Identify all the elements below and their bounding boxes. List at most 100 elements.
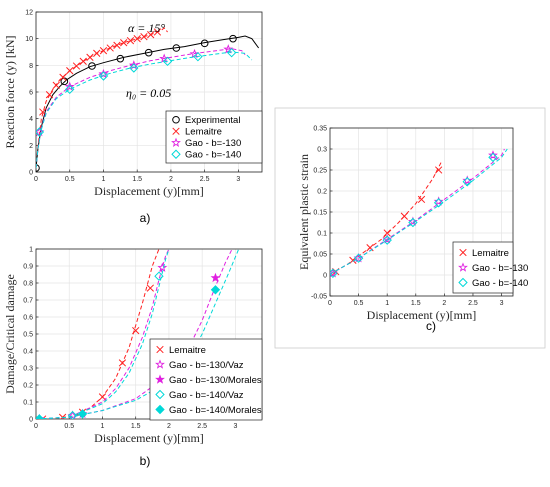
legend-box [452, 241, 514, 294]
data-point [433, 198, 444, 208]
legend-label: Lemaitre [185, 127, 222, 138]
data-point [229, 34, 237, 43]
y-tick-label: 0.9 [23, 264, 33, 271]
y-tick-label: 8 [29, 63, 33, 70]
data-point [77, 409, 88, 419]
x-tick-label: 1 [385, 300, 389, 307]
y-tick-label: 0 [323, 273, 327, 280]
x-tick-label: 1 [101, 423, 105, 430]
data-point [382, 235, 392, 245]
annotation: α = 15° [128, 21, 165, 35]
panel-frame-c [274, 107, 546, 349]
legend-marker [155, 374, 165, 384]
data-point [226, 47, 237, 58]
legend-label: Lemaitre [472, 248, 509, 259]
x-tick-label: 0.5 [64, 423, 74, 430]
legend-label: Gao - b=-140/Vaz [169, 390, 244, 401]
data-point [157, 262, 168, 272]
data-point [488, 152, 498, 163]
data-point [64, 81, 75, 91]
series-line [36, 51, 253, 169]
data-point [116, 54, 125, 63]
y-tick-label: 10 [25, 36, 33, 43]
data-point [223, 44, 234, 54]
data-point [462, 177, 472, 187]
data-point [146, 284, 154, 292]
data-point [383, 229, 391, 237]
series-line [36, 249, 233, 419]
data-point [400, 212, 408, 220]
x-tick-label: 0 [34, 176, 38, 183]
series-group-b [36, 249, 240, 419]
legend-marker [156, 345, 164, 354]
x-tick-label: 0 [328, 300, 332, 307]
series-group-c [330, 148, 508, 279]
data-point [200, 39, 209, 48]
data-point [144, 48, 153, 57]
y-tick-label: 0.05 [313, 252, 327, 259]
legend-label: Gao - b=-140/Morales [169, 405, 262, 416]
y-tick-label: 6 [29, 90, 33, 97]
y-tick-label: 0.35 [313, 126, 327, 133]
y-axis-label: Equivalent plastic strain [297, 154, 311, 270]
data-point [106, 44, 114, 52]
data-point [488, 150, 498, 160]
y-tick-label: 0.2 [317, 189, 327, 196]
y-tick-label: -0.05 [311, 294, 327, 301]
panel-caption: c) [426, 319, 436, 333]
data-point [154, 271, 164, 281]
y-tick-label: 12 [25, 10, 33, 17]
x-tick-label: 1 [102, 176, 106, 183]
data-point [120, 39, 128, 47]
legend-marker [458, 277, 468, 288]
data-point [45, 91, 54, 99]
x-tick-label: 2 [167, 423, 171, 430]
y-tick-label: 2 [29, 143, 33, 150]
y-tick-label: 0.6 [23, 315, 33, 322]
panel-caption: b) [140, 454, 151, 468]
data-point [382, 234, 393, 244]
chart-a: 0 0.5 1 1.5 2 2.5 3 0 2 4 6 8 10 12 Displacement (y)[m… [3, 10, 263, 225]
data-point [408, 217, 418, 228]
data-point [462, 175, 473, 185]
data-point [67, 410, 78, 419]
y-tick-label: 1 [29, 247, 33, 254]
legend-marker [458, 262, 468, 272]
data-point [118, 359, 127, 367]
y-tick-label: 0.3 [23, 366, 33, 373]
y-tick-label: 0.15 [313, 210, 327, 217]
data-point [113, 41, 121, 49]
data-point [353, 253, 364, 263]
data-point [86, 53, 94, 61]
data-point [407, 216, 418, 226]
data-point [133, 35, 141, 43]
x-tick-label: 0.5 [65, 176, 75, 183]
data-point [126, 37, 135, 45]
data-point [210, 285, 221, 295]
x-tick-label: 0 [34, 423, 38, 430]
data-point [39, 108, 47, 116]
chart-c: 0 0.5 1 1.5 2 2.5 3-0.0500.050.10.150.20.250.3… [297, 126, 528, 334]
data-point [36, 414, 45, 419]
x-tick-label: 1.5 [411, 300, 421, 307]
x-tick-label: 2 [442, 300, 446, 307]
data-point [153, 28, 162, 36]
y-tick-label: 0.1 [317, 231, 327, 238]
legend-marker [155, 404, 165, 415]
x-tick-label: 2 [169, 176, 173, 183]
legend-label: Lemaitre [169, 345, 206, 356]
y-tick-label: 0.8 [23, 281, 33, 288]
legend-marker [171, 149, 181, 159]
y-tick-label: 0.1 [23, 400, 33, 407]
y-axis-label: Damage/Critical damage [3, 274, 17, 394]
data-point [88, 62, 96, 70]
legend-box [165, 110, 263, 164]
legend-marker [155, 359, 165, 369]
y-tick-label: 0.5 [23, 332, 33, 339]
legend-label: Gao - b=-130/Vaz [169, 360, 244, 371]
data-point [98, 71, 109, 81]
data-point [99, 47, 108, 55]
x-axis-label: Displacement (y)[mm] [94, 431, 204, 445]
legend-label: Gao - b=-130 [472, 263, 528, 274]
